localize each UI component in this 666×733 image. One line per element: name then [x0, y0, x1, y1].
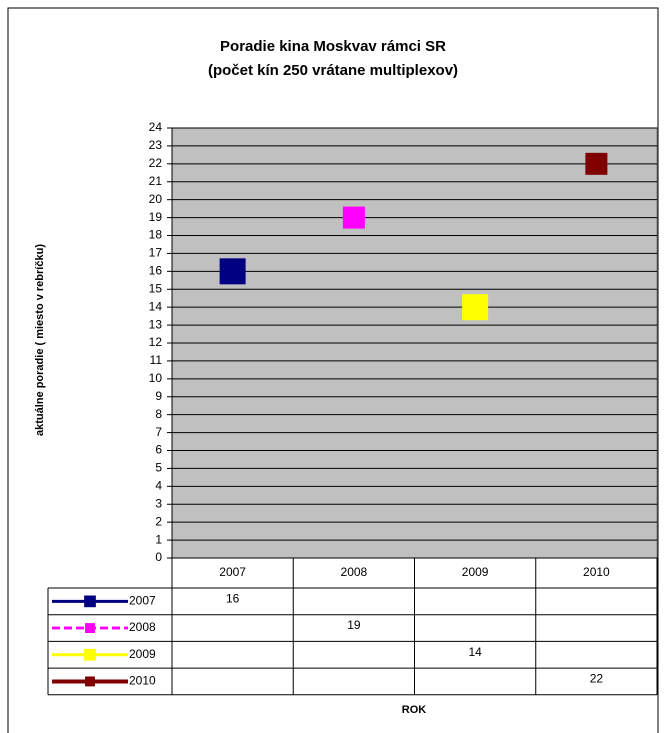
legend-label: 2008 — [129, 620, 156, 634]
y-tick-label: 16 — [149, 264, 163, 278]
legend-marker — [84, 595, 96, 608]
y-tick-label: 17 — [149, 246, 163, 260]
y-tick-label: 8 — [155, 407, 162, 421]
y-tick-label: 0 — [155, 550, 162, 564]
y-tick-label: 20 — [149, 192, 163, 206]
marker — [585, 152, 608, 175]
y-tick-label: 13 — [149, 317, 163, 331]
marker — [462, 294, 489, 321]
y-tick-label: 12 — [149, 335, 163, 349]
y-tick-label: 5 — [155, 461, 162, 475]
legend-marker — [85, 623, 95, 633]
y-axis-label: aktuálne poradie ( miesto v rebríčku) — [34, 244, 46, 436]
y-tick-label: 19 — [149, 210, 163, 224]
x-tick-label: 2009 — [462, 565, 489, 579]
legend-marker — [84, 648, 96, 661]
y-tick-label: 11 — [150, 353, 163, 367]
y-tick-label: 4 — [155, 479, 162, 493]
x-tick-label: 2008 — [341, 565, 368, 579]
y-tick-label: 10 — [149, 371, 163, 385]
x-tick-label: 2010 — [583, 565, 610, 579]
legend-label: 2010 — [129, 674, 156, 688]
legend-label: 2009 — [129, 647, 156, 661]
y-tick-label: 9 — [155, 389, 162, 403]
x-tick-label: 2007 — [219, 565, 246, 579]
y-tick-label: 6 — [155, 443, 162, 457]
table-value: 16 — [226, 592, 240, 606]
y-tick-label: 7 — [155, 425, 162, 439]
marker — [342, 206, 365, 229]
table-value: 19 — [347, 618, 361, 632]
table-value: 14 — [468, 645, 482, 659]
marker — [219, 258, 246, 285]
y-tick-label: 21 — [149, 174, 163, 188]
legend-marker — [85, 676, 95, 687]
y-tick-label: 3 — [155, 496, 162, 510]
table-value: 22 — [590, 672, 604, 686]
y-tick-label: 24 — [149, 120, 163, 134]
chart-title: Poradie kina Moskvav rámci SR — [220, 38, 446, 55]
y-tick-label: 2 — [155, 514, 162, 528]
y-tick-label: 1 — [155, 532, 162, 546]
y-tick-label: 18 — [149, 228, 163, 242]
x-axis-label: ROK — [402, 704, 427, 716]
y-tick-label: 23 — [149, 138, 163, 152]
legend-label: 2007 — [129, 594, 156, 608]
y-tick-label: 22 — [149, 156, 163, 170]
y-tick-label: 14 — [149, 299, 163, 313]
chart-subtitle: (počet kín 250 vrátane multiplexov) — [208, 62, 458, 79]
y-tick-label: 15 — [149, 281, 163, 295]
